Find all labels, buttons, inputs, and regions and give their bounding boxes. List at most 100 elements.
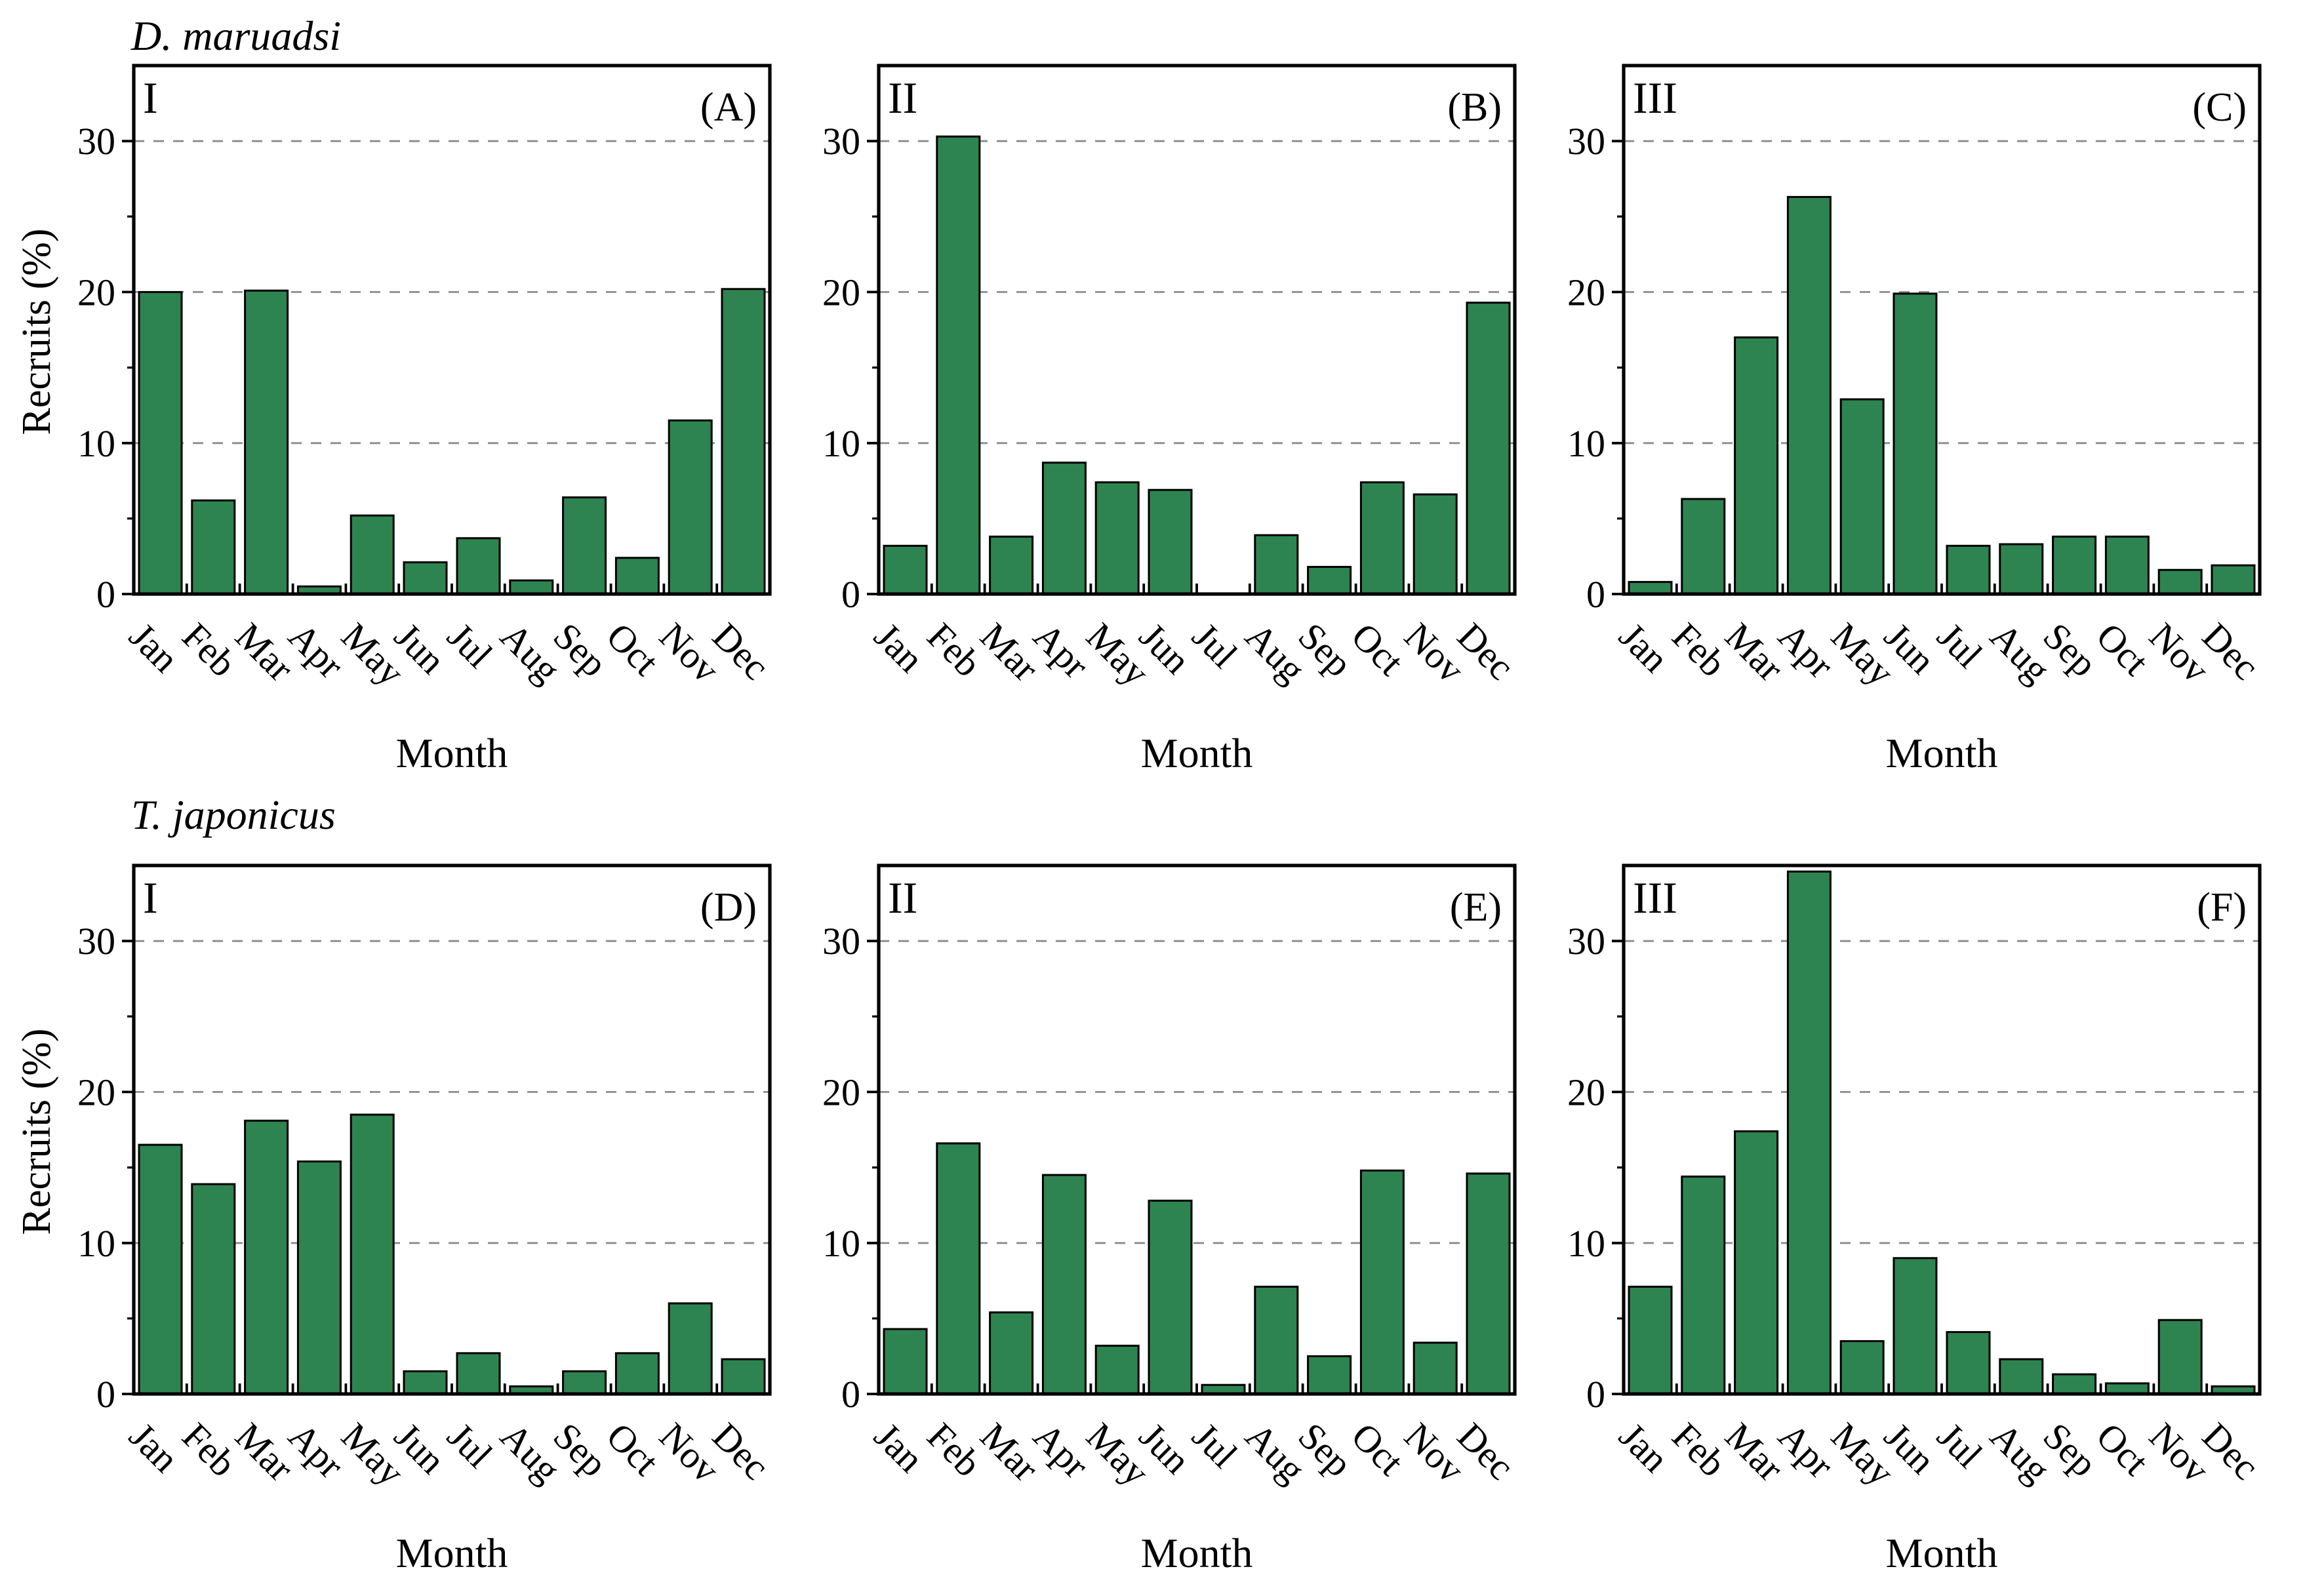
panel-C-chart: 0 10 20 30 Jan Feb Mar Apr May Jun Jul Aug Sep Oct Nov… [1512,52,2312,771]
bar-Oct [614,1352,660,1395]
bar-May [1094,481,1140,595]
x-axis-ticks [132,1383,771,1394]
y-tick-label: 20 [822,1071,860,1113]
bar-Jan [138,1143,183,1395]
x-tick-label-Dec: Dec [2194,614,2268,688]
bar-Nov [2157,1319,2203,1395]
bar-Apr [1786,870,1832,1395]
bar-Oct [1359,481,1405,595]
bar-May [350,514,395,595]
panel-letter: (D) [700,885,757,930]
bar-Feb [936,135,981,595]
x-tick-label-Jul: Jul [1929,1414,1991,1476]
bars [138,288,766,595]
y-tick-label: 0 [841,1373,860,1416]
bar-Apr [1041,1174,1087,1395]
bar-Jul [456,1352,501,1395]
y-axis-ticks: 0 10 20 30 [1567,920,1624,1416]
bars [883,1142,1511,1395]
bar-Jan [1628,581,1673,595]
bar-Jun [1893,292,1938,595]
y-axis-ticks: 0 10 20 30 [1567,120,1624,616]
x-tick-label-Dec: Dec [2194,1414,2268,1488]
panel-A-chart: 0 10 20 30 Jan Feb Mar Apr May Jun Jul Aug Sep Oct Nov… [22,52,822,771]
cohort-label: III [1633,73,1677,123]
panel-letter: (B) [1447,85,1502,130]
y-tick-label: 20 [77,271,115,313]
bar-Feb [1681,498,1726,595]
y-tick-label: 30 [1567,920,1605,963]
bar-Nov [2157,568,2203,595]
y-axis-ticks: 0 10 20 30 [822,120,879,616]
bar-Oct [2104,535,2150,595]
bar-Oct [614,557,660,595]
bar-Sep [562,1370,607,1395]
bar-May [1839,1340,1885,1395]
panel-letter: (E) [1450,885,1502,930]
y-tick-label: 10 [77,422,115,465]
bar-Jan [1628,1285,1673,1395]
bar-Jun [1148,1199,1193,1395]
y-tick-label: 10 [77,1222,115,1265]
y-tick-label: 30 [822,920,860,963]
cohort-label: II [888,873,917,923]
bar-Feb [191,499,236,595]
y-tick-label: 10 [822,1222,860,1265]
x-axis-title: Month [1886,1530,1998,1571]
y-tick-label: 0 [96,1373,115,1416]
y-axis-ticks: 0 10 20 30 [822,920,879,1416]
bar-Jan [883,1328,928,1395]
bar-Jul [456,537,501,595]
bar-Sep [2052,1373,2097,1395]
panel-E-chart: 0 10 20 30 Jan Feb Mar Apr May Jun Jul Aug Sep Oct Nov… [767,852,1567,1571]
x-axis-ticks [132,584,771,594]
gridlines [879,140,1515,445]
x-axis-title: Month [396,1530,508,1571]
bar-Aug [1254,1285,1299,1395]
cohort-label: II [888,73,917,123]
bar-Jun [1893,1257,1938,1395]
bar-Jan [883,544,928,595]
bar-Sep [562,496,607,595]
bar-Apr [1041,462,1087,595]
bar-May [1094,1344,1140,1395]
bar-Sep [2052,535,2097,595]
gridlines [1624,940,2260,1244]
bar-Mar [244,289,289,595]
y-tick-label: 0 [841,573,860,616]
bar-Aug [1999,1358,2044,1395]
cohort-label: I [143,873,158,923]
bar-Mar [1734,1130,1779,1395]
bar-Jan [138,290,183,595]
cohort-label: I [143,73,158,123]
bar-Jul [1946,544,1991,595]
bar-Mar [244,1119,289,1395]
x-tick-label-Jul: Jul [1929,614,1991,676]
y-axis-ticks: 0 10 20 30 [77,920,134,1416]
y-tick-label: 30 [77,120,115,163]
x-axis-title: Month [1141,730,1253,771]
bar-Dec [2211,564,2256,595]
bar-Mar [1734,336,1779,595]
bar-Jul [1946,1331,1991,1395]
y-tick-label: 0 [96,573,115,616]
y-tick-label: 20 [1567,1071,1605,1113]
bar-Nov [1412,493,1458,595]
gridlines [879,940,1515,1244]
x-tick-label-Jul: Jul [439,1414,501,1476]
x-axis-title: Month [1886,730,1998,771]
panel-letter: (A) [700,85,757,130]
bars [138,1113,766,1395]
x-axis-ticks [877,1383,1516,1394]
x-tick-label-Jul: Jul [1184,1414,1246,1476]
bar-Sep [1307,566,1352,595]
y-axis-ticks: 0 10 20 30 [77,120,134,616]
y-tick-label: 10 [1567,422,1605,465]
x-tick-label-Jul: Jul [439,614,501,676]
bar-Nov [668,1302,713,1395]
